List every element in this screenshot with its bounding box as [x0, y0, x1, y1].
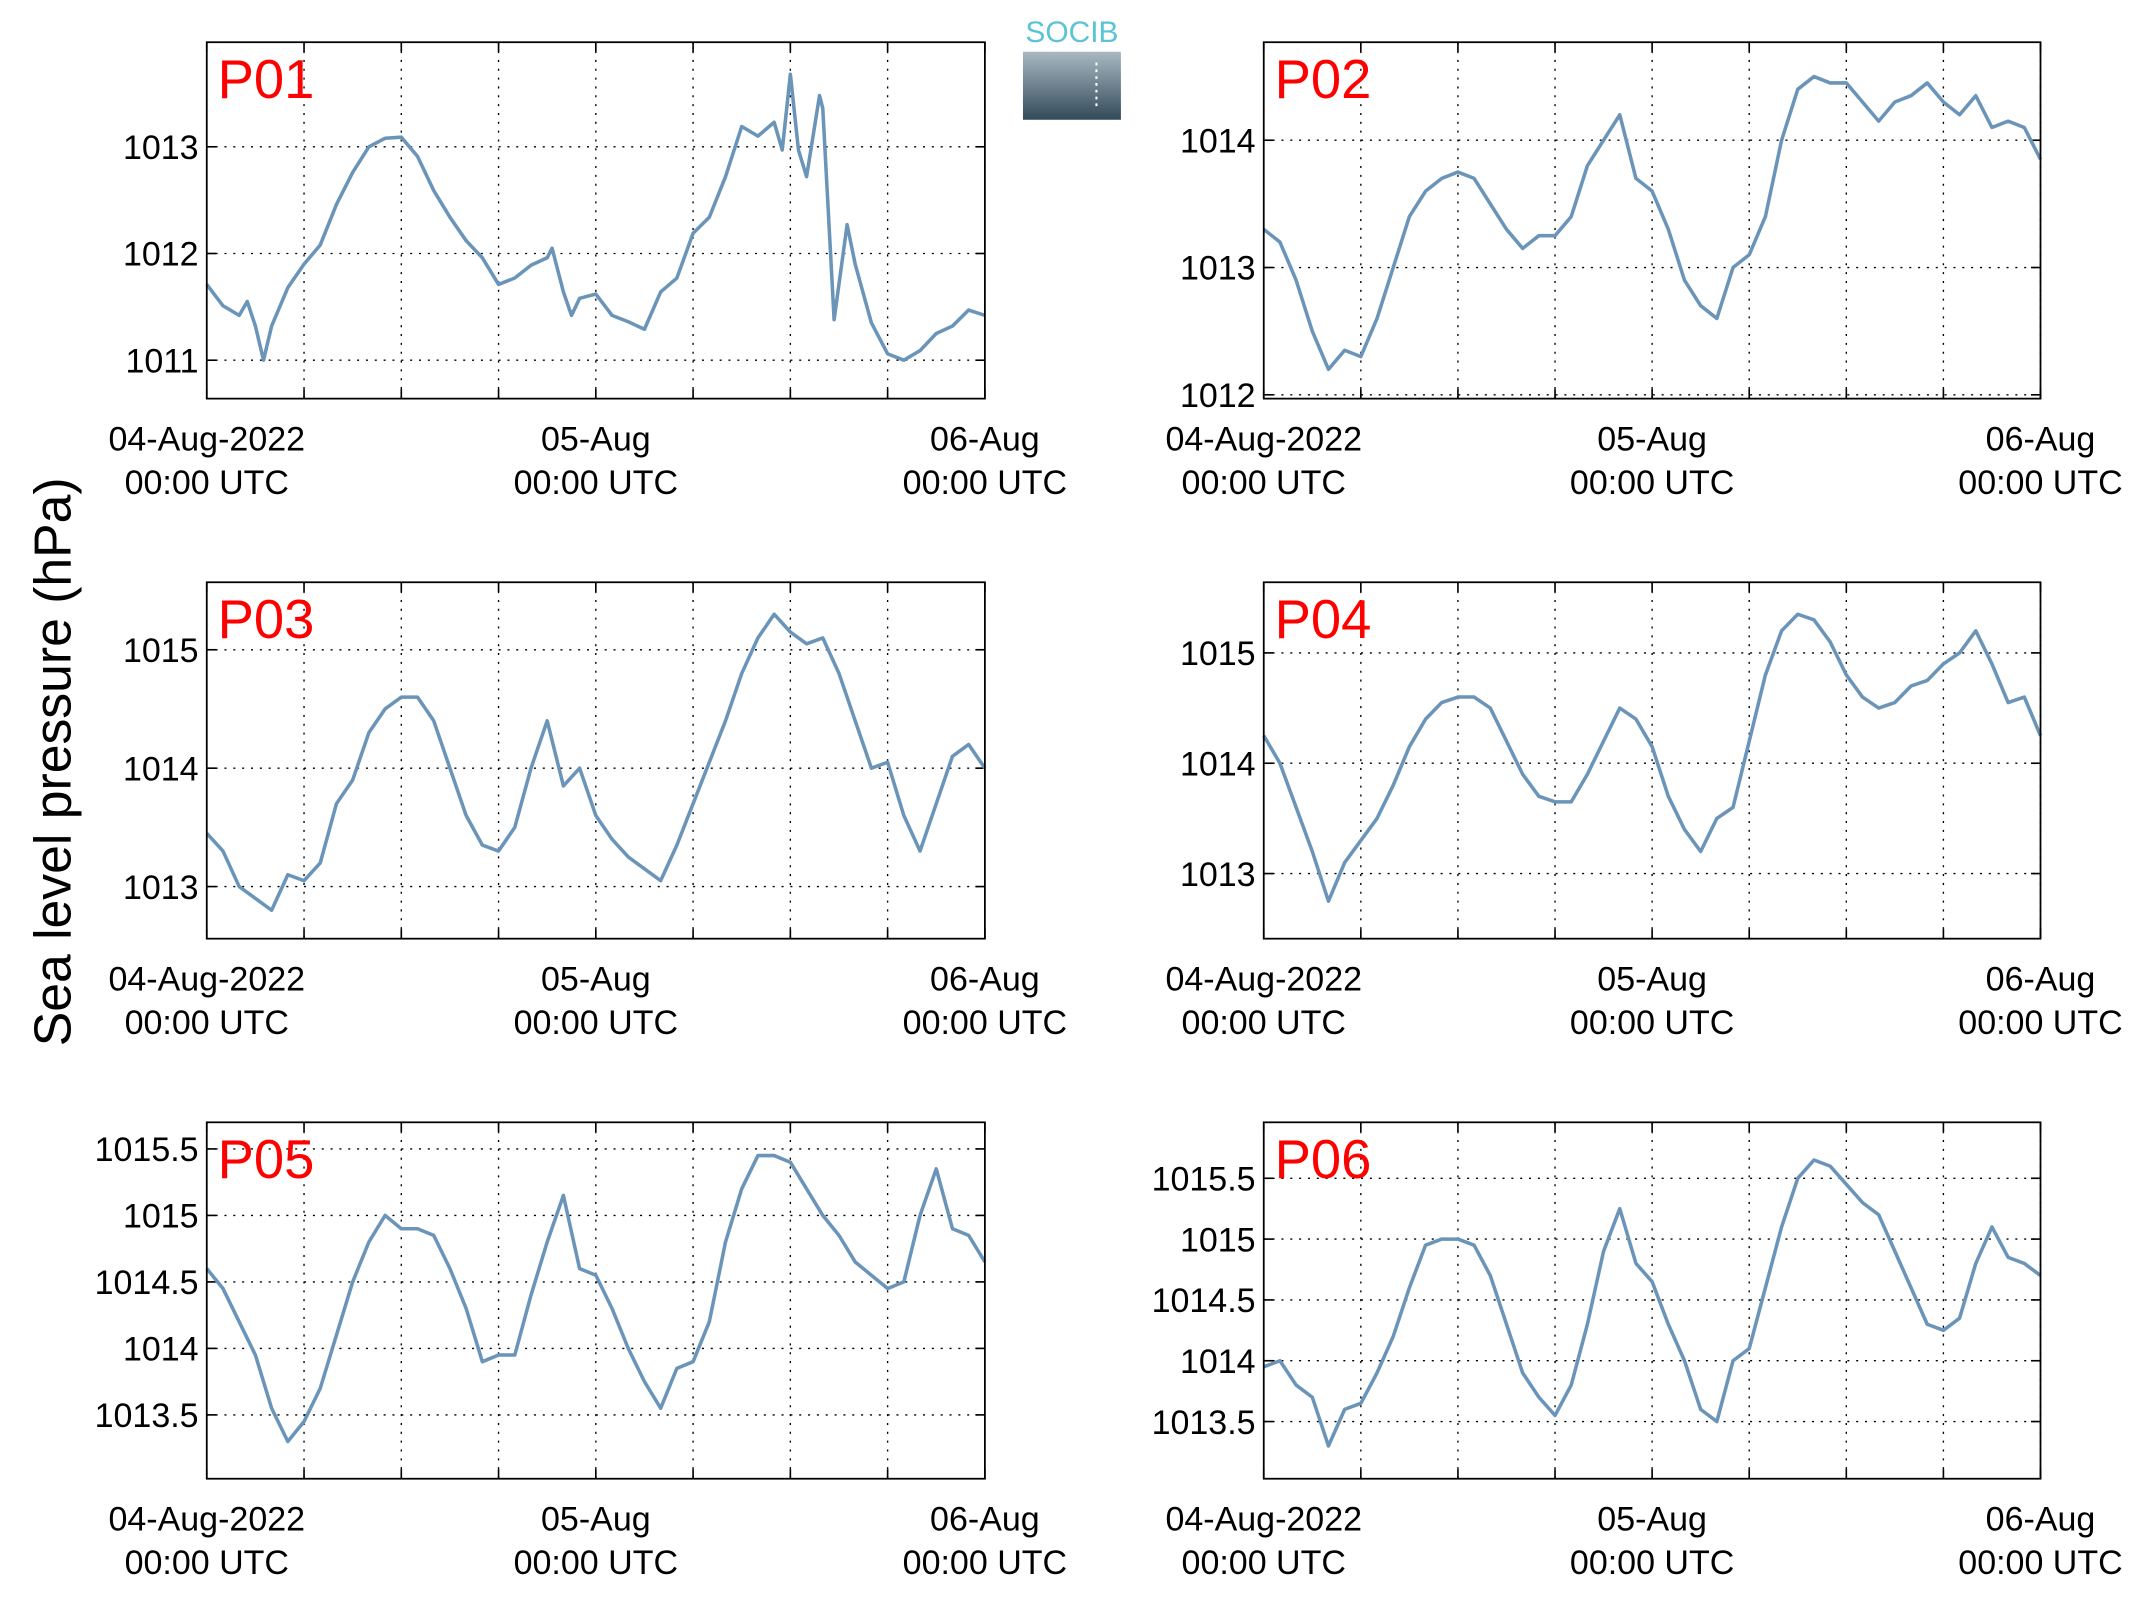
x-tick-sublabel: 00:00 UTC	[514, 1004, 678, 1042]
data-line	[205, 1153, 987, 1444]
panel-title: P04	[1275, 589, 1372, 650]
x-tick-sublabel: 00:00 UTC	[903, 1004, 1067, 1042]
plot-frame	[1262, 41, 2042, 400]
x-tick-label: 06-Aug	[1986, 1500, 2096, 1538]
y-tick-label: 1015	[1180, 635, 1256, 673]
data-line	[1262, 612, 2043, 903]
x-tick-label: 06-Aug	[1986, 420, 2096, 458]
y-tick-label: 1014	[123, 1331, 199, 1369]
y-axis-label: Sea level pressure (hPa)	[24, 477, 82, 1046]
y-tick-label: 1014.5	[95, 1264, 199, 1302]
panel-title: P03	[218, 589, 315, 650]
x-tick-sublabel: 00:00 UTC	[1958, 1544, 2122, 1582]
y-tick-label: 1013	[1180, 250, 1256, 288]
y-tick-label: 1015	[123, 1198, 199, 1236]
panel: 1013 1014 1015 04-Aug-2022 00:00 UTC 05-Aug 00…	[1165, 581, 2123, 1042]
panel: 1013.5 1014 1014.5 1015 1015.5 04-Aug-2022 00:…	[95, 1121, 1067, 1582]
data-line	[1262, 74, 2043, 372]
y-tick-label: 1014	[1180, 1343, 1256, 1381]
logo: SOCIB	[1022, 16, 1121, 120]
panel-title: P01	[218, 49, 315, 110]
x-tick-label: 05-Aug	[1597, 1500, 1707, 1538]
x-tick-sublabel: 00:00 UTC	[514, 464, 678, 502]
panel: 1013.5 1014 1014.5 1015 1015.5 04-Aug-2022 00:…	[1152, 1121, 2123, 1582]
plot-frame	[205, 1121, 986, 1480]
x-tick-sublabel: 00:00 UTC	[1570, 464, 1734, 502]
panel-title: P02	[1275, 49, 1372, 110]
data-line	[205, 612, 987, 913]
y-tick-label: 1015.5	[95, 1131, 199, 1169]
data-line	[205, 72, 986, 362]
y-tick-label: 1014	[123, 750, 199, 788]
plot-frame	[1262, 1121, 2042, 1480]
x-tick-label: 05-Aug	[541, 420, 651, 458]
data-line	[1263, 1158, 2042, 1448]
x-tick-label: 06-Aug	[930, 960, 1040, 998]
x-tick-label: 04-Aug-2022	[108, 960, 305, 998]
y-tick-label: 1011	[125, 342, 198, 380]
y-tick-label: 1013.5	[95, 1397, 199, 1435]
y-tick-label: 1014	[1180, 122, 1256, 160]
x-tick-sublabel: 00:00 UTC	[1182, 464, 1346, 502]
x-tick-label: 04-Aug-2022	[1165, 420, 1362, 458]
plot-frame	[205, 581, 986, 940]
x-tick-label: 06-Aug	[930, 1500, 1040, 1538]
x-tick-label: 04-Aug-2022	[108, 1500, 305, 1538]
x-tick-label: 04-Aug-2022	[1165, 960, 1362, 998]
y-tick-label: 1012	[123, 236, 199, 274]
x-tick-sublabel: 00:00 UTC	[125, 1544, 289, 1582]
panel: 1011 1012 1013 04-Aug-2022 00:00 UTC 05-Aug 00…	[108, 41, 1067, 502]
x-tick-sublabel: 00:00 UTC	[903, 1544, 1067, 1582]
y-tick-label: 1015	[1180, 1221, 1256, 1259]
x-tick-label: 04-Aug-2022	[108, 420, 305, 458]
x-tick-sublabel: 00:00 UTC	[1958, 1004, 2122, 1042]
logo-block	[1022, 51, 1121, 120]
x-tick-label: 04-Aug-2022	[1165, 1500, 1362, 1538]
x-tick-sublabel: 00:00 UTC	[903, 464, 1067, 502]
x-tick-sublabel: 00:00 UTC	[1182, 1004, 1346, 1042]
x-tick-sublabel: 00:00 UTC	[1570, 1004, 1734, 1042]
x-tick-label: 06-Aug	[930, 420, 1040, 458]
x-tick-sublabel: 00:00 UTC	[125, 1004, 289, 1042]
logo-text: SOCIB	[1025, 16, 1118, 49]
plot-frame	[1262, 581, 2042, 940]
y-tick-label: 1015	[123, 632, 199, 670]
y-tick-label: 1014.5	[1152, 1282, 1256, 1320]
y-tick-label: 1013	[123, 129, 199, 167]
x-tick-sublabel: 00:00 UTC	[1570, 1544, 1734, 1582]
x-tick-sublabel: 00:00 UTC	[1958, 464, 2122, 502]
y-tick-label: 1015.5	[1152, 1161, 1256, 1199]
y-tick-label: 1013.5	[1152, 1404, 1256, 1442]
panel-title: P05	[218, 1129, 315, 1190]
panel: 1013 1014 1015 04-Aug-2022 00:00 UTC 05-Aug 00…	[108, 581, 1067, 1042]
y-tick-label: 1012	[1180, 377, 1256, 415]
x-tick-label: 05-Aug	[1597, 420, 1707, 458]
plot-frame	[205, 41, 986, 400]
x-tick-sublabel: 00:00 UTC	[1182, 1544, 1346, 1582]
x-tick-label: 05-Aug	[541, 960, 651, 998]
x-tick-sublabel: 00:00 UTC	[514, 1544, 678, 1582]
x-tick-label: 05-Aug	[1597, 960, 1707, 998]
panel-title: P06	[1275, 1129, 1372, 1190]
panel: 1012 1013 1014 04-Aug-2022 00:00 UTC 05-Aug 00…	[1165, 41, 2123, 502]
y-tick-label: 1013	[123, 869, 199, 907]
x-tick-sublabel: 00:00 UTC	[125, 464, 289, 502]
y-tick-label: 1013	[1180, 856, 1256, 894]
x-tick-label: 05-Aug	[541, 1500, 651, 1538]
y-tick-label: 1014	[1180, 745, 1256, 783]
x-tick-label: 06-Aug	[1986, 960, 2096, 998]
